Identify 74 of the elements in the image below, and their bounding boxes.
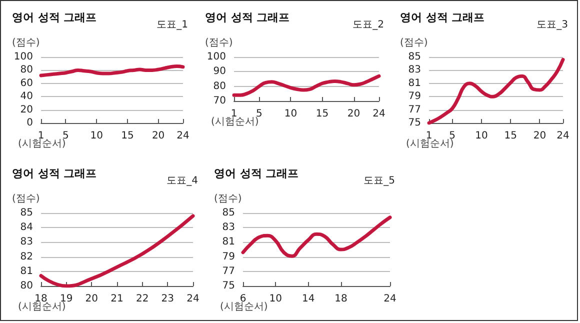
- x-tick-label: 20: [85, 294, 98, 304]
- x-axis-title: (시험순서): [211, 116, 259, 128]
- line-series: [39, 64, 185, 78]
- y-axis-title: (점수): [12, 38, 40, 48]
- y-tick-label: 83: [222, 222, 235, 234]
- x-tick-label: 10: [475, 130, 488, 142]
- x-axis-title: (시험순서): [18, 302, 66, 312]
- x-tick-label: 18: [334, 294, 348, 304]
- y-tick-label: 75: [222, 280, 235, 292]
- x-tick-label: 20: [533, 130, 546, 142]
- y-tick-label: 75: [408, 118, 421, 128]
- x-tick-label: 5: [256, 108, 262, 120]
- line-series: [232, 74, 381, 97]
- y-tick-label: 0: [26, 118, 33, 128]
- x-tick-label: 24: [556, 130, 570, 142]
- y-axis-title: (점수): [12, 194, 40, 204]
- chart-subtitle: 도표_4: [166, 176, 198, 186]
- y-tick-label: 79: [222, 251, 235, 262]
- y-tick-label: 81: [222, 236, 235, 248]
- y-tick-label: 77: [222, 266, 235, 277]
- x-tick-label: 20: [347, 108, 360, 120]
- y-tick-label: 84: [20, 222, 33, 234]
- y-tick-label: 79: [408, 91, 421, 102]
- x-tick-label: 10: [269, 294, 282, 304]
- y-tick-label: 70: [213, 96, 226, 106]
- x-tick-label: 24: [384, 294, 396, 304]
- x-axis-title: (시험순서): [18, 138, 66, 150]
- y-axis-title: (점수): [214, 194, 242, 204]
- y-tick-label: 80: [20, 64, 33, 76]
- x-tick-label: 14: [302, 294, 315, 304]
- x-tick-label: 24: [176, 130, 190, 142]
- y-tick-label: 77: [408, 104, 421, 116]
- y-tick-label: 85: [222, 208, 235, 218]
- chart-title: 영어 성적 그래프: [214, 167, 299, 180]
- chart-title: 영어 성적 그래프: [400, 11, 485, 24]
- chart-subtitle: 도표_5: [364, 176, 396, 186]
- x-axis-title: (시험순서): [406, 138, 454, 150]
- y-tick-label: 100: [14, 52, 33, 62]
- x-tick-label: 21: [110, 294, 124, 304]
- line-series: [427, 58, 565, 125]
- x-tick-label: 24: [186, 294, 200, 304]
- y-tick-label: 83: [408, 64, 421, 76]
- y-tick-label: 85: [20, 208, 33, 218]
- y-tick-label: 60: [20, 78, 33, 89]
- x-tick-label: 20: [152, 130, 165, 142]
- y-tick-label: 40: [20, 91, 33, 102]
- y-tick-label: 80: [20, 280, 33, 292]
- chart-title: 영어 성적 그래프: [12, 167, 97, 180]
- x-tick-label: 24: [372, 108, 386, 120]
- y-tick-label: 82: [20, 251, 33, 262]
- x-tick-label: 10: [90, 130, 103, 142]
- y-tick-label: 81: [408, 78, 421, 89]
- x-tick-label: 15: [121, 130, 134, 142]
- chart-subtitle: 도표_3: [536, 20, 568, 30]
- x-tick-label: 22: [136, 294, 149, 304]
- y-tick-label: 80: [213, 80, 226, 92]
- x-tick-label: 23: [161, 294, 174, 304]
- x-tick-label: 15: [504, 130, 517, 142]
- y-tick-label: 100: [206, 52, 226, 62]
- line-series: [241, 216, 392, 258]
- x-tick-label: 15: [316, 108, 329, 120]
- chart-subtitle: 도표_2: [352, 20, 384, 30]
- y-axis-title: (점수): [400, 38, 428, 48]
- chart-title: 영어 성적 그래프: [12, 11, 97, 24]
- line-series: [39, 214, 195, 288]
- y-tick-label: 85: [408, 52, 421, 62]
- chart-title: 영어 성적 그래프: [205, 11, 290, 24]
- chart-subtitle: 도표_1: [156, 20, 188, 30]
- y-tick-label: 83: [20, 236, 33, 248]
- x-axis-title: (시험순서): [220, 302, 268, 312]
- y-tick-label: 90: [213, 66, 226, 78]
- y-axis-title: (점수): [205, 38, 233, 48]
- x-tick-label: 10: [284, 108, 298, 120]
- y-tick-label: 81: [20, 266, 33, 277]
